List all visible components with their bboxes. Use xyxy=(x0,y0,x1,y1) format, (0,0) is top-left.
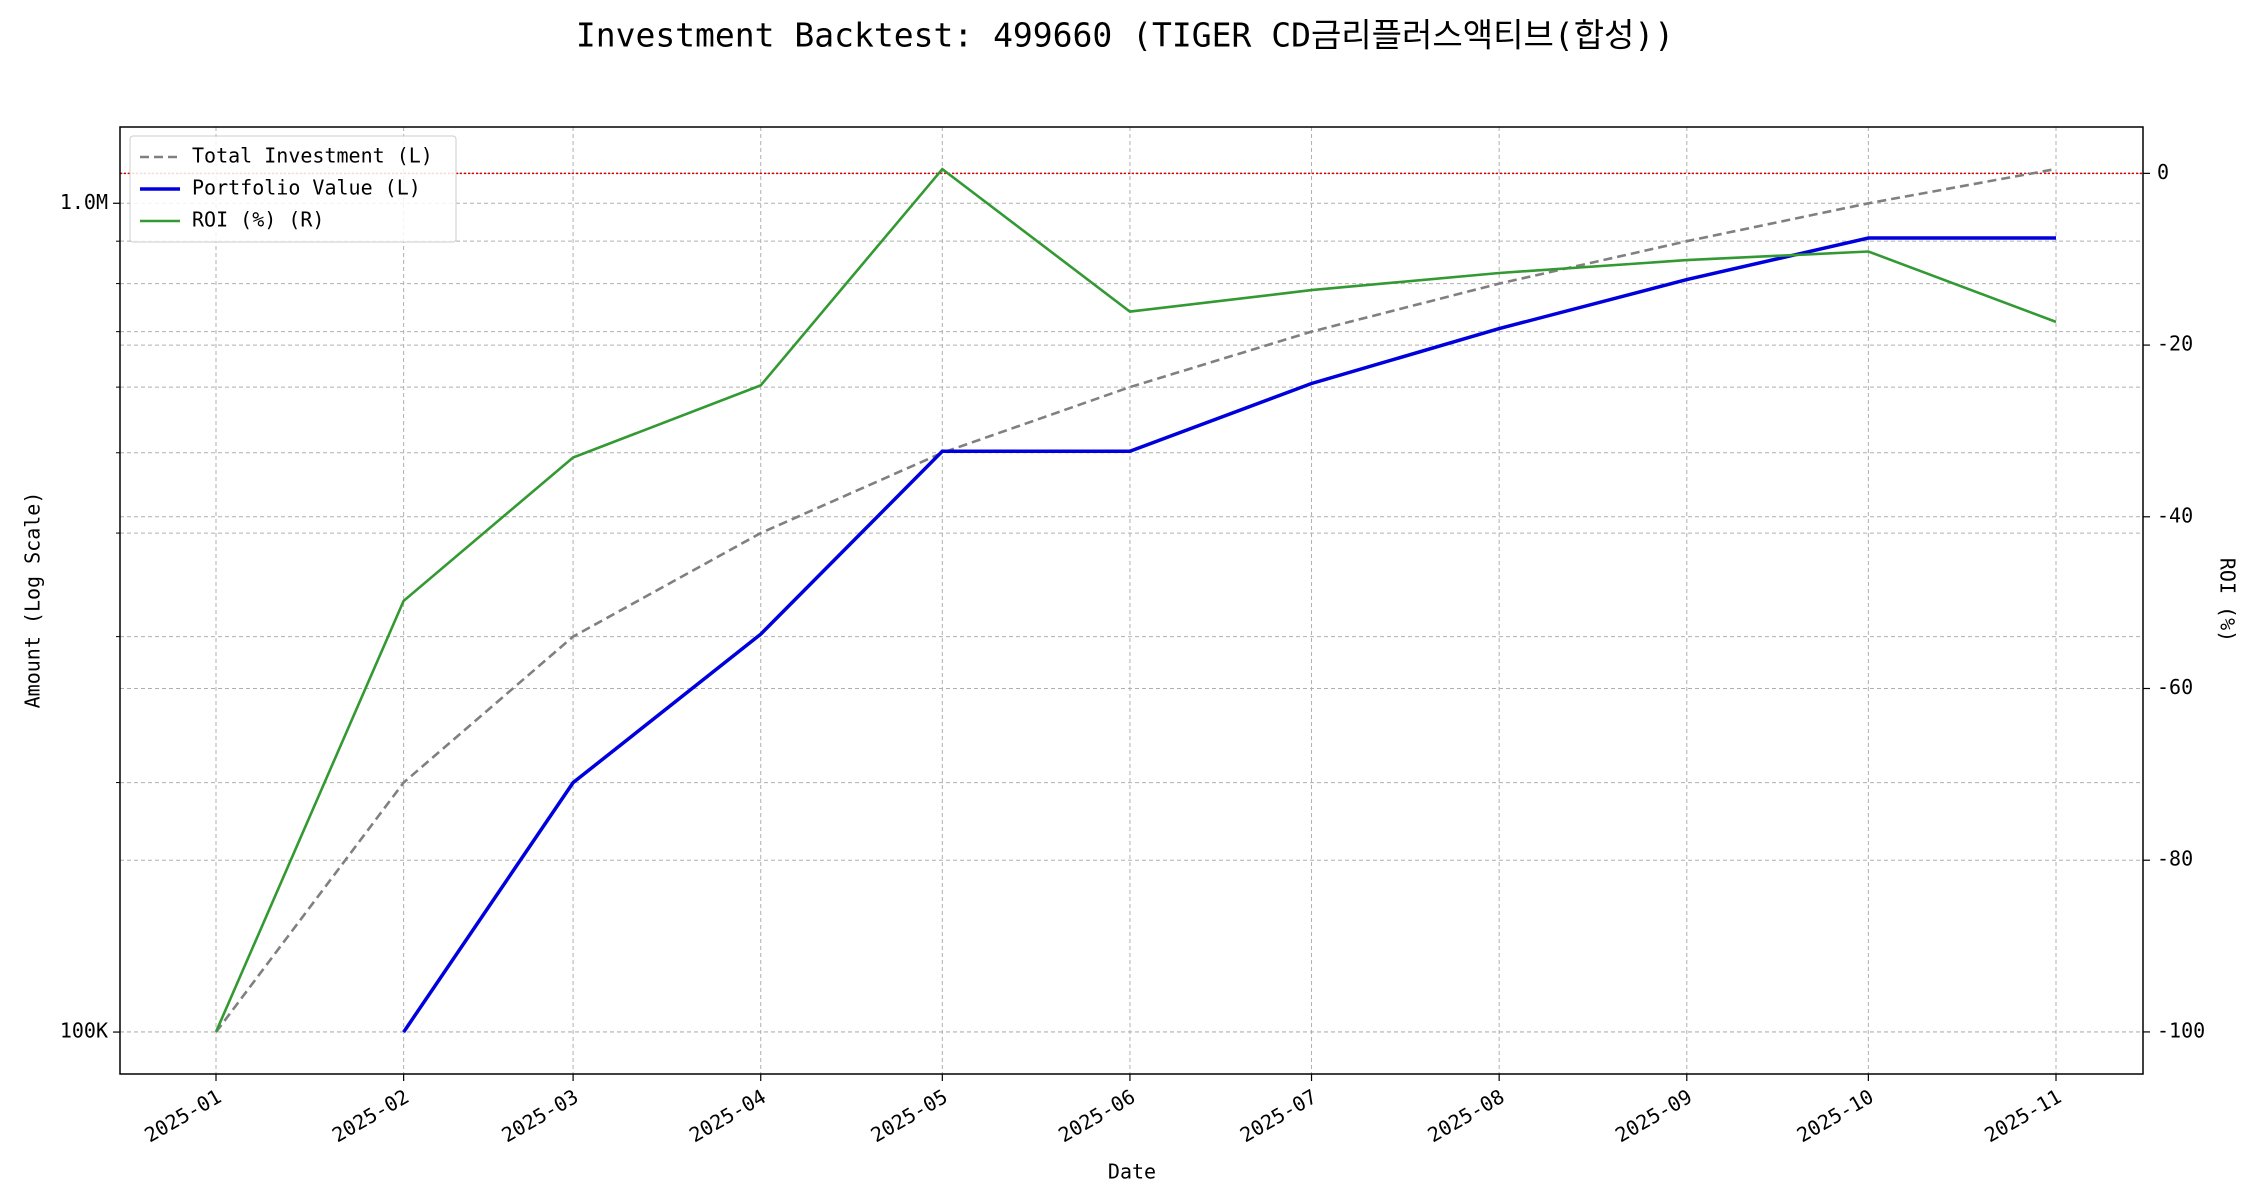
y2-tick-label: -60 xyxy=(2157,675,2193,699)
x-tick-label: 2025-03 xyxy=(497,1084,582,1147)
x-tick-label: 2025-10 xyxy=(1793,1084,1878,1147)
series-line xyxy=(402,236,2056,1034)
x-tick-label: 2025-05 xyxy=(867,1084,952,1147)
y2-tick-label: -20 xyxy=(2157,332,2193,356)
y2-tick-label: 0 xyxy=(2157,160,2169,184)
y2-tick-label: -100 xyxy=(2157,1018,2205,1042)
y-tick-label: 100K xyxy=(60,1019,108,1043)
legend-label: ROI (%) (R) xyxy=(192,208,324,232)
x-tick-label: 2025-11 xyxy=(1980,1084,2065,1147)
plot-frame xyxy=(119,126,2144,1075)
x-tick-label: 2025-07 xyxy=(1236,1084,1321,1147)
x-tick-label: 2025-06 xyxy=(1054,1084,1139,1147)
series-line xyxy=(214,167,2057,1033)
x-tick-label: 2025-01 xyxy=(140,1084,225,1147)
legend-label: Portfolio Value (L) xyxy=(192,176,421,200)
x-tick-label: 2025-09 xyxy=(1611,1084,1696,1147)
y2-tick-label: -80 xyxy=(2157,847,2193,871)
y-tick-label: 1.0M xyxy=(60,190,108,214)
y2-axis-label: ROI (%) xyxy=(2216,558,2240,642)
legend-box xyxy=(129,135,457,243)
x-tick-label: 2025-02 xyxy=(328,1084,413,1147)
x-tick-label: 2025-04 xyxy=(685,1084,770,1147)
y-axis-label: Amount (Log Scale) xyxy=(21,492,45,709)
x-tick-label: 2025-08 xyxy=(1423,1084,1508,1147)
chart-title: Investment Backtest: 499660 (TIGER CD금리플… xyxy=(576,16,1674,55)
legend-label: Total Investment (L) xyxy=(192,144,433,168)
x-axis-label: Date xyxy=(1108,1160,1156,1184)
series-line xyxy=(214,167,2057,1033)
y2-tick-label: -40 xyxy=(2157,503,2193,527)
